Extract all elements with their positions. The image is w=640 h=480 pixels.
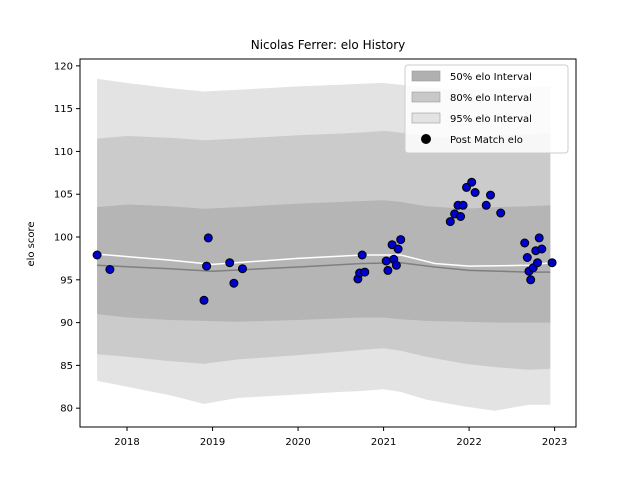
data-point [522,253,532,262]
data-point [393,244,403,254]
data-point [467,177,477,187]
data-point [105,265,115,274]
chart-title: Nicolas Ferrer: elo History [251,38,406,52]
data-point [445,217,455,227]
legend-swatch [411,112,441,124]
data-point [360,267,370,277]
data-point [225,258,235,268]
y-tick-label: 105 [54,190,73,201]
y-axis-ticks: 80 85 90 95 100 105 110 115 120 [54,61,80,415]
data-point [199,295,209,305]
x-tick-label: 2022 [456,437,481,448]
data-point [526,275,536,285]
data-point [92,250,102,260]
legend-swatch [411,91,441,103]
x-tick-label: 2020 [285,437,310,448]
data-point [496,208,506,218]
data-point [458,200,468,210]
data-point [470,188,480,197]
data-point [357,250,367,260]
x-tick-label: 2021 [371,437,396,448]
legend-swatch [411,70,441,82]
x-tick-label: 2018 [114,437,139,448]
data-point [534,233,544,243]
data-point [520,238,530,248]
y-tick-label: 90 [60,318,73,329]
data-point [202,261,212,271]
data-point [533,258,542,268]
mean-line [97,261,551,273]
data-point [456,212,466,221]
x-axis-ticks: 2018 2019 2020 2021 2022 2023 [114,427,567,448]
y-tick-label: 120 [54,61,73,72]
data-point [547,258,557,268]
confidence-bands [97,78,551,411]
y-tick-label: 115 [54,104,73,115]
data-point [381,256,391,266]
x-tick-label: 2019 [200,437,225,448]
y-axis-label: elo score [26,221,37,266]
band-50-percent [97,200,551,323]
data-point [462,182,471,192]
legend: 50% elo Interval 80% elo Interval 95% elo … [404,64,569,154]
y-tick-label: 110 [54,147,73,158]
y-tick-label: 85 [60,361,73,372]
legend-label: 50% elo Interval [450,72,532,83]
legend-box [404,64,569,154]
data-point [537,244,547,254]
data-point [396,235,406,245]
data-point [238,264,247,274]
y-tick-label: 100 [54,233,73,244]
post-match-points [92,177,557,305]
trend-lines [97,253,551,273]
legend-label: Post Match elo [450,135,523,146]
data-point [481,200,491,210]
data-point [203,233,213,243]
data-point [383,265,393,275]
y-tick-label: 80 [60,404,73,415]
y-tick-label: 95 [60,275,73,286]
data-point [391,260,401,270]
legend-label: 95% elo Interval [450,114,532,125]
data-point [229,278,239,288]
legend-marker [421,134,431,144]
plot-frame [79,58,577,428]
legend-label: 80% elo Interval [450,93,532,104]
data-point [387,240,397,250]
x-tick-label: 2023 [542,437,567,448]
data-point [486,190,495,200]
median-line [97,253,551,267]
